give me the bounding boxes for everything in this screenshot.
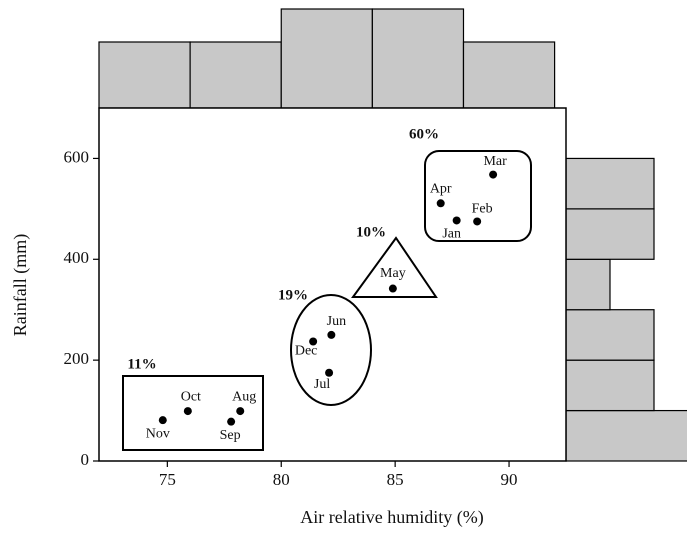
point-label: Oct: [181, 389, 201, 404]
point: [309, 337, 318, 346]
point-label: Dec: [295, 344, 318, 359]
point-label: Feb: [472, 202, 493, 217]
histogram-bar: [98, 41, 191, 109]
point: [452, 216, 461, 225]
histogram-bar: [189, 41, 282, 109]
point: [388, 284, 397, 293]
point-label: Aug: [232, 389, 256, 404]
point-label: Jul: [314, 377, 330, 392]
y-tick-label: 400: [64, 248, 90, 267]
point: [327, 330, 336, 339]
point: [489, 170, 498, 179]
point-label: Nov: [146, 426, 170, 441]
x-axis-title: Air relative humidity (%): [300, 507, 483, 528]
point: [325, 368, 334, 377]
annotation: 19%: [278, 287, 308, 303]
annotation: 11%: [127, 356, 156, 372]
histogram-bar: [280, 8, 373, 109]
histogram-bar: [565, 309, 655, 361]
x-tick-label: 85: [387, 470, 404, 489]
histogram-bar: [565, 359, 655, 412]
point: [436, 199, 445, 208]
y-tick-label: 200: [64, 349, 90, 368]
x-tick-label: 90: [501, 470, 518, 489]
point: [227, 417, 236, 426]
y-axis-title: Rainfall (mm): [10, 234, 31, 336]
histogram-bar: [565, 258, 611, 311]
point-label: Jan: [442, 227, 461, 242]
y-tick-label: 0: [81, 450, 90, 469]
y-tick-label: 600: [64, 147, 90, 166]
annotation: 10%: [356, 224, 386, 240]
point: [158, 416, 167, 425]
histogram-bar: [565, 409, 687, 462]
point: [236, 407, 245, 416]
x-tick-label: 75: [159, 470, 176, 489]
plot-frame: [98, 107, 567, 462]
group-box: [122, 375, 264, 451]
histogram-bar: [371, 8, 465, 109]
point-label: Sep: [220, 428, 241, 443]
group-ellipse: [290, 294, 372, 406]
point-label: Mar: [483, 154, 507, 169]
point-label: Apr: [430, 182, 452, 197]
point: [473, 217, 482, 226]
point-label: Jun: [327, 314, 346, 329]
histograms: [98, 8, 687, 462]
histogram-bar: [565, 157, 655, 210]
histogram-bar: [565, 208, 655, 260]
x-tick-label: 80: [273, 470, 290, 489]
group-triangle: [351, 236, 438, 298]
annotation: 60%: [409, 126, 439, 142]
point-label: May: [380, 266, 406, 281]
group-box: [424, 150, 532, 242]
point: [183, 407, 192, 416]
histogram-bar: [462, 41, 556, 109]
